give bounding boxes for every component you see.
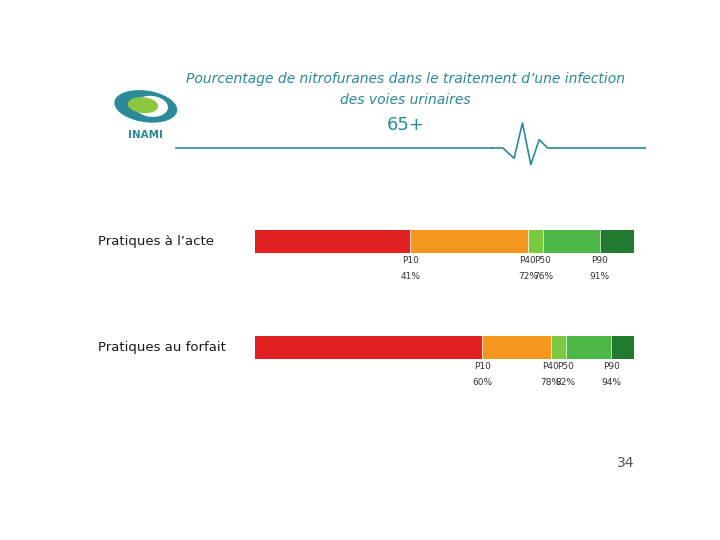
Text: 41%: 41% — [400, 272, 420, 281]
Bar — [543, 230, 600, 253]
Ellipse shape — [127, 97, 158, 113]
Text: 91%: 91% — [590, 272, 610, 281]
Text: P40: P40 — [542, 362, 559, 372]
Text: P50: P50 — [557, 362, 574, 372]
Bar — [255, 336, 482, 359]
Text: Pratiques à l’acte: Pratiques à l’acte — [99, 235, 215, 248]
Text: P90: P90 — [591, 256, 608, 265]
Ellipse shape — [114, 90, 177, 123]
Text: 60%: 60% — [472, 378, 492, 387]
Bar — [482, 336, 551, 359]
Text: 34: 34 — [616, 456, 634, 470]
Text: Pourcentage de nitrofuranes dans le traitement d’une infection: Pourcentage de nitrofuranes dans le trai… — [186, 72, 625, 86]
Text: P40: P40 — [519, 256, 536, 265]
Text: 65+: 65+ — [387, 116, 424, 134]
Text: INAMI: INAMI — [128, 131, 163, 140]
Text: des voies urinaires: des voies urinaires — [340, 93, 471, 107]
Bar — [611, 336, 634, 359]
Bar — [551, 336, 566, 359]
Bar — [600, 230, 634, 253]
Text: Pratiques au forfait: Pratiques au forfait — [99, 341, 226, 354]
Text: 82%: 82% — [556, 378, 576, 387]
Bar — [410, 230, 528, 253]
Bar — [566, 336, 611, 359]
Text: 78%: 78% — [541, 378, 561, 387]
Ellipse shape — [135, 96, 168, 117]
Text: P90: P90 — [603, 362, 620, 372]
Bar — [528, 230, 543, 253]
Text: P10: P10 — [474, 362, 491, 372]
Text: 76%: 76% — [533, 272, 553, 281]
Text: 94%: 94% — [601, 378, 621, 387]
Text: 72%: 72% — [518, 272, 538, 281]
Text: P10: P10 — [402, 256, 418, 265]
Bar — [255, 230, 410, 253]
Text: P50: P50 — [534, 256, 552, 265]
